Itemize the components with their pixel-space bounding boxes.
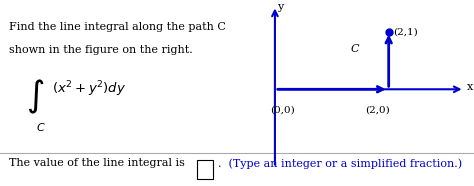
Text: The value of the line integral is: The value of the line integral is (9, 158, 185, 168)
Text: x: x (467, 82, 473, 92)
Text: Find the line integral along the path C: Find the line integral along the path C (9, 22, 227, 32)
Text: $(x^2+y^2)dy$: $(x^2+y^2)dy$ (52, 79, 127, 99)
Text: shown in the figure on the right.: shown in the figure on the right. (9, 45, 193, 55)
Text: C: C (351, 44, 359, 54)
Text: .  (Type an integer or a simplified fraction.): . (Type an integer or a simplified fract… (218, 158, 462, 169)
Text: $C$: $C$ (36, 121, 46, 133)
Text: (0,0): (0,0) (270, 106, 295, 115)
Text: (2,0): (2,0) (365, 106, 390, 115)
FancyBboxPatch shape (197, 160, 213, 179)
Text: (2,1): (2,1) (393, 27, 418, 36)
Text: $\int$: $\int$ (26, 78, 45, 116)
Text: y: y (277, 2, 283, 12)
